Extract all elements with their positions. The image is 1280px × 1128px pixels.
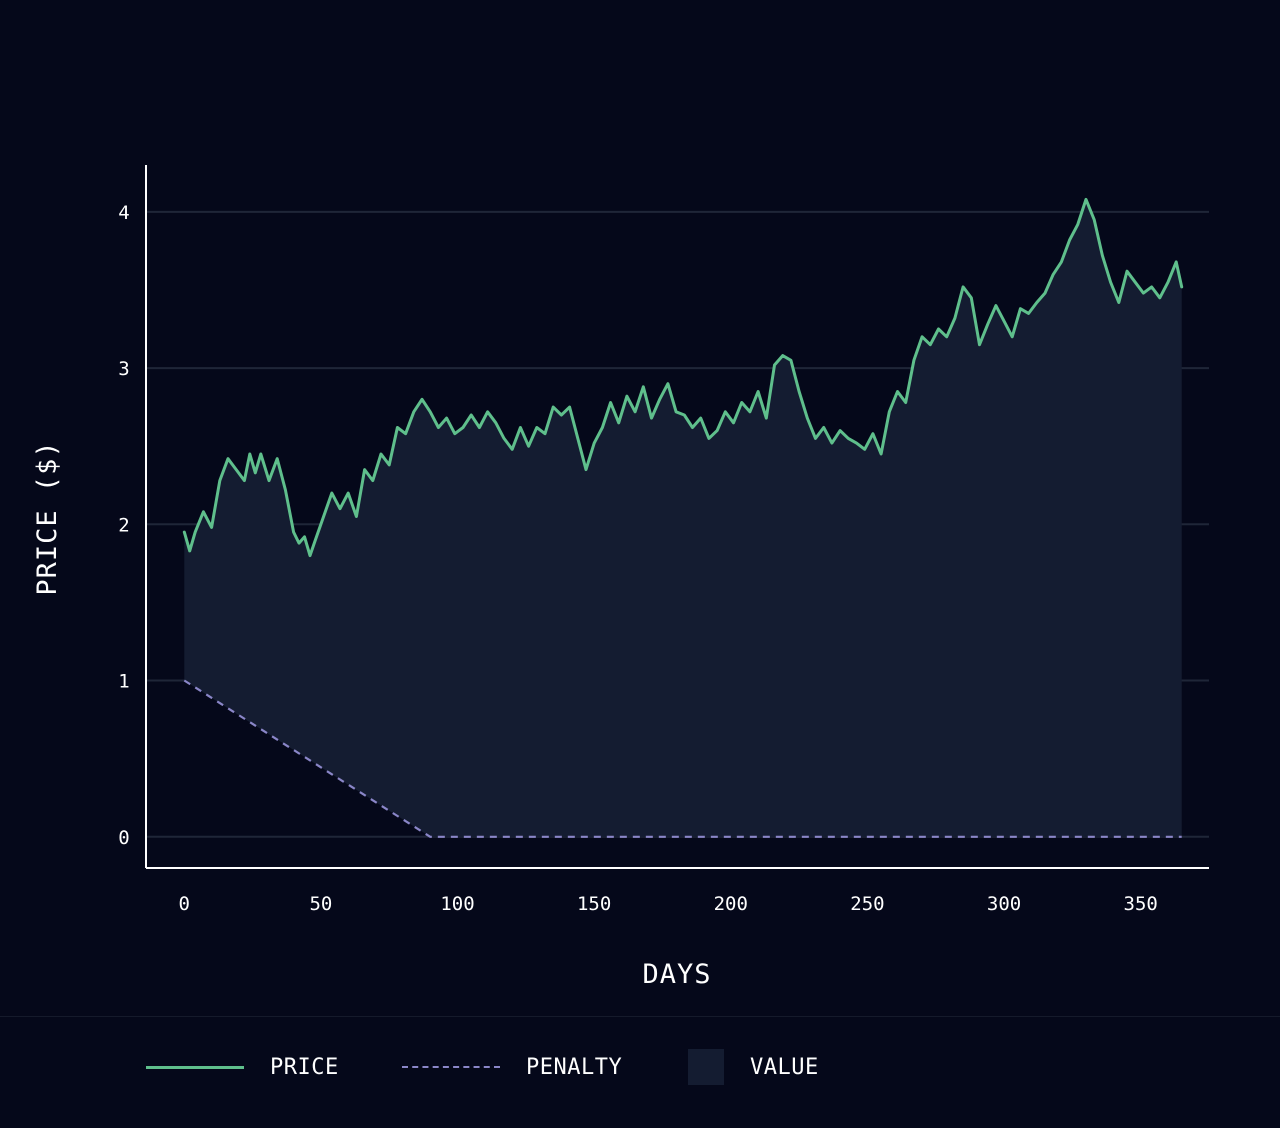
y-tick-label-2: 2	[118, 514, 129, 536]
legend-label-price: PRICE	[270, 1054, 339, 1080]
penalty-dashed-swatch	[402, 1066, 500, 1068]
y-tick-label-3: 3	[118, 358, 129, 380]
value-box-swatch	[688, 1049, 724, 1085]
legend: PRICE PENALTY VALUE	[0, 1017, 1280, 1128]
legend-divider	[0, 1016, 1280, 1017]
legend-item-price: PRICE	[146, 1017, 339, 1117]
x-tick-label-200: 200	[714, 893, 748, 915]
x-tick-label-100: 100	[440, 893, 474, 915]
y-tick-label-4: 4	[118, 202, 129, 224]
penalty-line	[183, 679, 1182, 838]
y-tick-label-0: 0	[118, 827, 129, 849]
y-tick-labels: 0 1 2 3 4	[118, 202, 129, 849]
price-chart: 0 1 2 3 4 0 50 100 150 200 250 300 350 DAYS PRICE (…	[32, 165, 1209, 990]
x-tick-label-350: 350	[1124, 893, 1158, 915]
price-line-swatch	[146, 1065, 244, 1069]
legend-item-value: VALUE	[688, 1017, 819, 1117]
x-tick-label-150: 150	[577, 893, 611, 915]
x-axis-title: DAYS	[642, 959, 711, 990]
legend-item-penalty: PENALTY	[402, 1017, 622, 1117]
series-layer	[182, 197, 1184, 838]
x-tick-label-250: 250	[850, 893, 884, 915]
legend-label-penalty: PENALTY	[526, 1054, 623, 1080]
x-tick-label-50: 50	[309, 893, 332, 915]
y-axis-title: PRICE ($)	[32, 440, 63, 595]
axes	[145, 165, 1209, 869]
x-tick-labels: 0 50 100 150 200 250 300 350	[179, 893, 1158, 915]
value-area	[184, 199, 1182, 837]
x-tick-label-0: 0	[179, 893, 190, 915]
price-line	[182, 197, 1184, 558]
y-tick-label-1: 1	[118, 671, 129, 693]
legend-label-value: VALUE	[750, 1054, 819, 1080]
value-area-layer	[184, 199, 1182, 837]
x-tick-label-300: 300	[987, 893, 1021, 915]
